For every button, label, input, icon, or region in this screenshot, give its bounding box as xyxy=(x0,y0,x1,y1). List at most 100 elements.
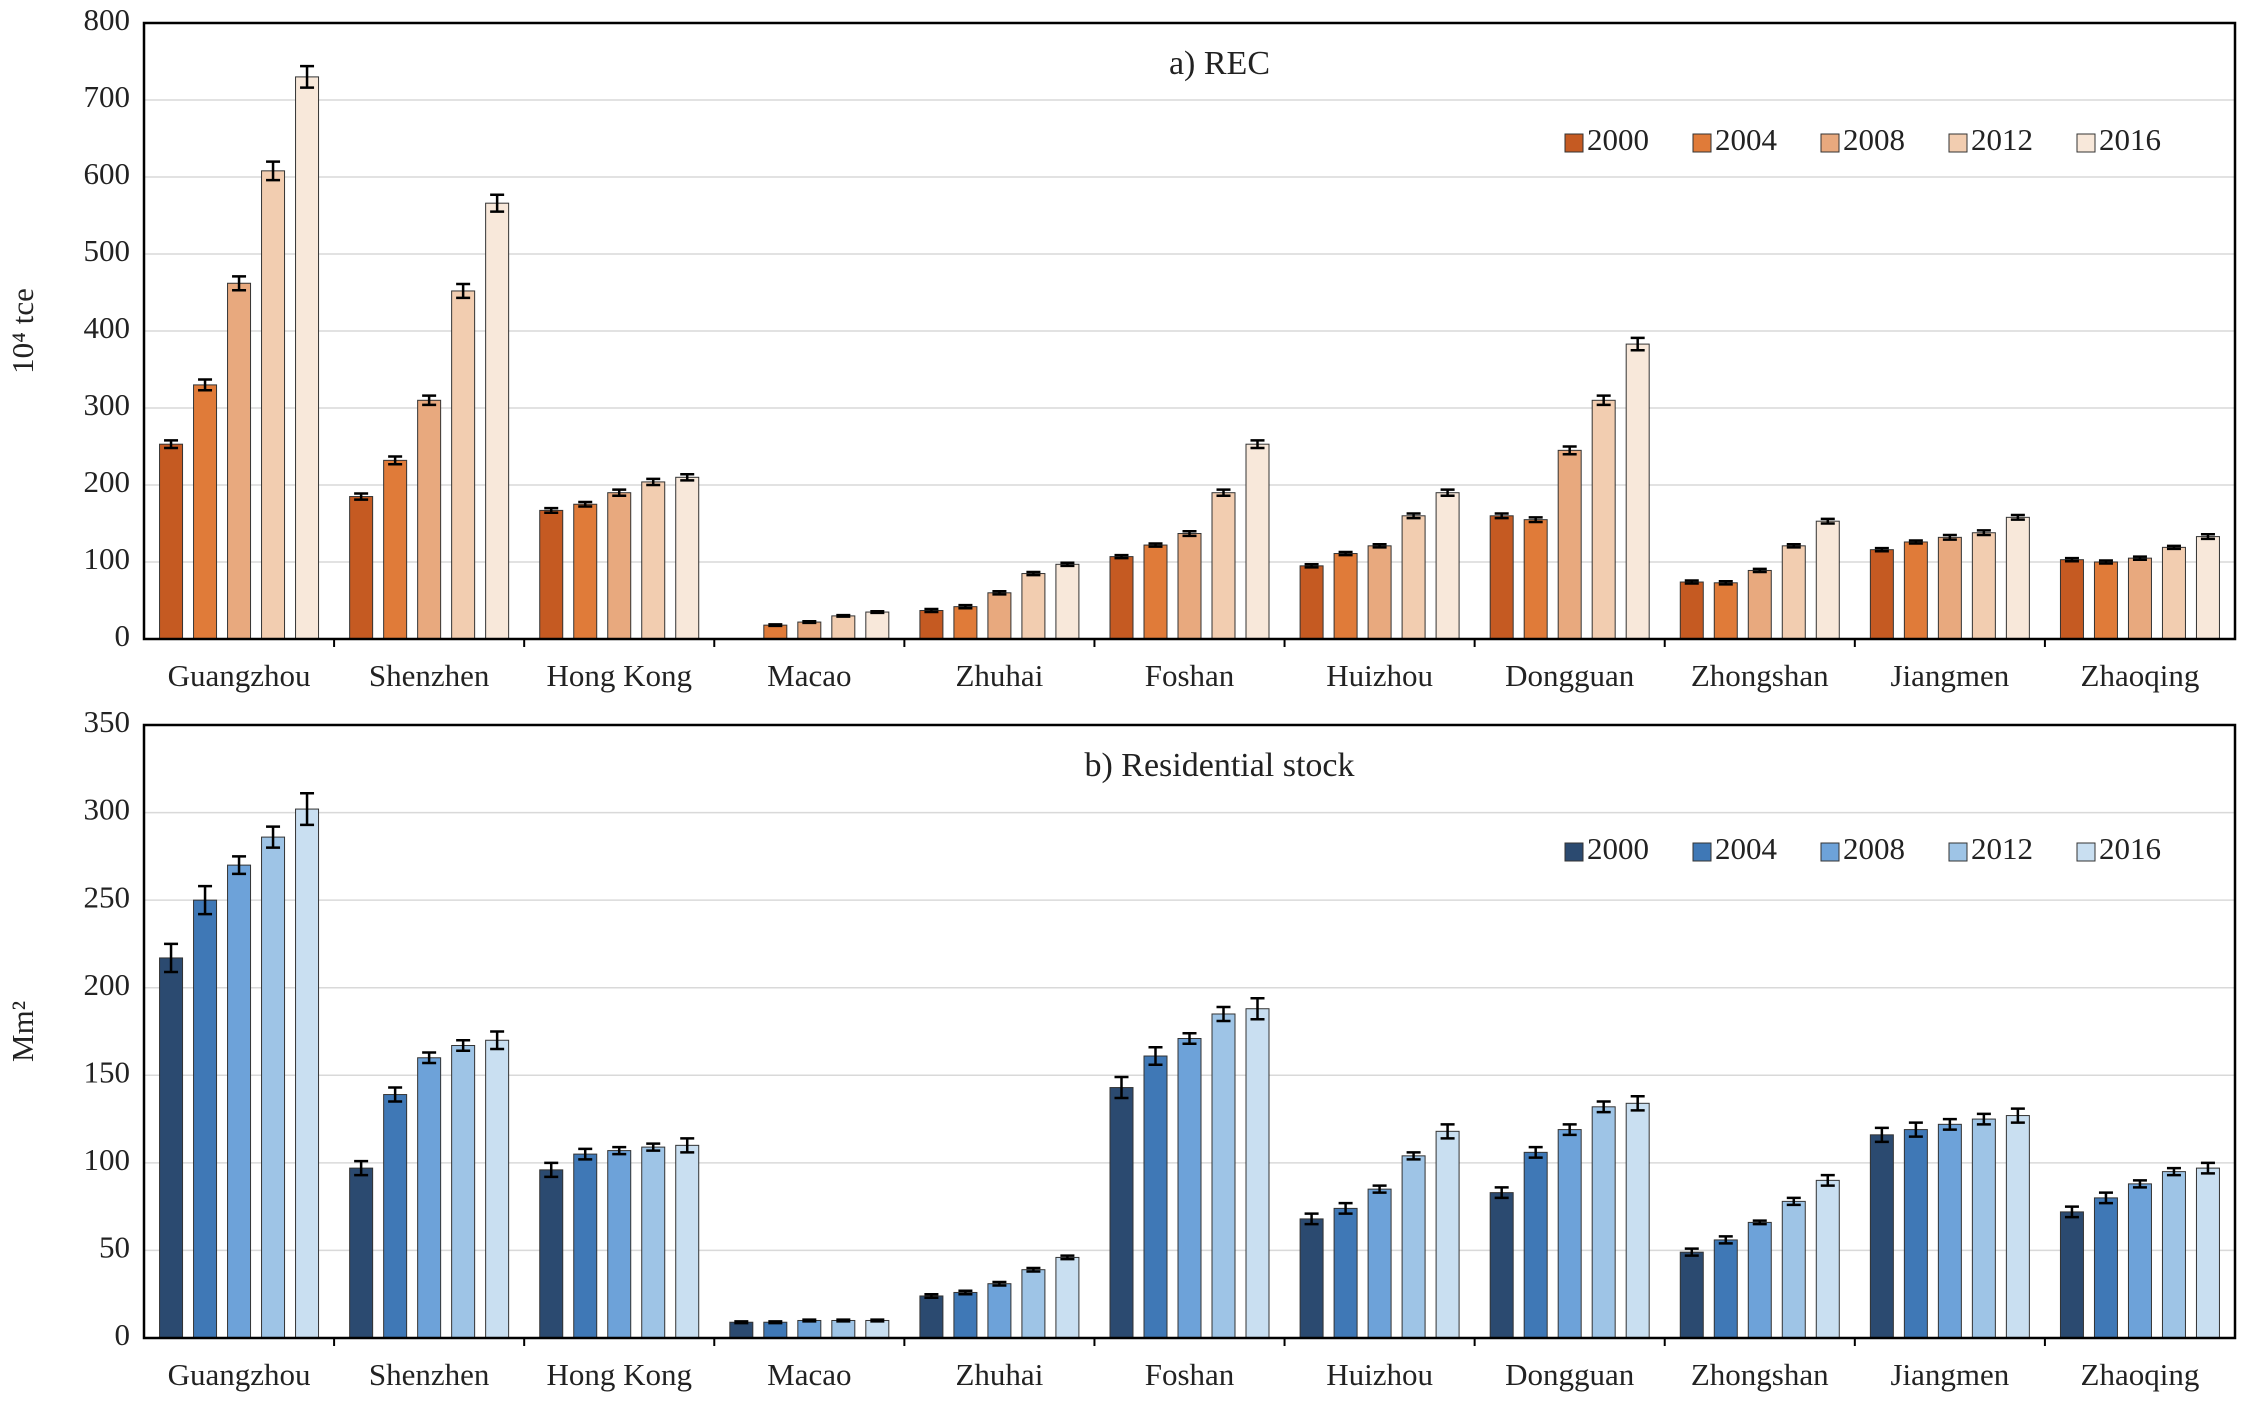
bar xyxy=(1523,519,1548,640)
error-bar xyxy=(1338,1201,1353,1215)
error-bar xyxy=(266,160,281,182)
bar xyxy=(159,443,184,640)
error-bar xyxy=(802,620,817,625)
bar xyxy=(1523,1151,1548,1339)
error-bar xyxy=(1304,563,1319,569)
error-bar xyxy=(768,623,783,628)
y-tick-label: 200 xyxy=(84,967,131,1002)
error-bar xyxy=(802,1318,817,1323)
bar xyxy=(1869,1134,1894,1339)
error-bar xyxy=(490,193,505,213)
bar xyxy=(1401,515,1426,640)
bar xyxy=(451,290,476,640)
error-bar xyxy=(1406,512,1421,520)
error-bar xyxy=(768,1320,783,1325)
chart-title: b) Residential stock xyxy=(1084,747,1354,784)
bar xyxy=(1557,449,1582,640)
error-bar xyxy=(164,942,179,974)
bar xyxy=(2195,536,2220,640)
error-bar xyxy=(836,613,851,618)
bar xyxy=(1591,399,1616,640)
bar xyxy=(1021,1269,1046,1339)
bar xyxy=(2195,1167,2220,1339)
bar xyxy=(987,1283,1012,1339)
error-bar xyxy=(1440,488,1455,498)
error-bar xyxy=(1182,1032,1197,1046)
error-bar xyxy=(680,1137,695,1154)
bar xyxy=(1971,1118,1996,1339)
bar xyxy=(1747,1221,1772,1339)
legend-swatch xyxy=(1820,842,1840,862)
bar xyxy=(1557,1129,1582,1339)
bar xyxy=(1937,536,1962,640)
x-tick-label: Hong Kong xyxy=(546,1357,692,1392)
error-bar xyxy=(992,1280,1007,1287)
error-bar xyxy=(1338,550,1353,557)
bar xyxy=(641,481,666,640)
x-tick-label: Zhuhai xyxy=(956,1357,1044,1392)
x-tick-label: Huizhou xyxy=(1326,658,1433,693)
error-bar xyxy=(2200,1161,2215,1175)
error-bar xyxy=(232,275,247,292)
y-tick-label: 700 xyxy=(84,79,131,114)
error-bar xyxy=(578,500,593,508)
bar xyxy=(1299,565,1324,640)
error-bar xyxy=(388,455,403,466)
bar xyxy=(1625,343,1650,640)
error-bar xyxy=(1908,539,1923,545)
error-bar xyxy=(198,884,213,916)
y-tick-label: 0 xyxy=(115,1317,131,1352)
legend-swatch xyxy=(1564,133,1584,153)
bar xyxy=(1781,545,1806,640)
bar xyxy=(1109,556,1134,640)
bar xyxy=(1401,1155,1426,1339)
y-tick-label: 500 xyxy=(84,233,131,268)
bar xyxy=(193,899,218,1339)
error-bar xyxy=(1718,1235,1733,1245)
error-bar xyxy=(1114,553,1129,560)
bar xyxy=(1177,533,1202,640)
error-bar xyxy=(422,394,437,407)
error-bar xyxy=(2166,1166,2181,1177)
y-tick-label: 100 xyxy=(84,541,131,576)
y-tick-label: 300 xyxy=(84,387,131,422)
error-bar xyxy=(1026,570,1041,577)
x-tick-label: Foshan xyxy=(1145,1357,1235,1392)
x-tick-label: Dongguan xyxy=(1505,658,1635,693)
error-bar xyxy=(1440,1123,1455,1140)
error-bar xyxy=(958,603,973,610)
error-bar xyxy=(1820,1173,1835,1187)
error-bar xyxy=(612,1145,627,1156)
bar xyxy=(2161,546,2186,640)
x-tick-label: Jiangmen xyxy=(1890,1357,2009,1392)
bar xyxy=(383,459,408,640)
bar xyxy=(2059,559,2084,640)
x-tick-label: Zhaoqing xyxy=(2081,658,2200,693)
bar xyxy=(417,399,442,640)
error-bar xyxy=(1372,543,1387,549)
bar xyxy=(383,1094,408,1339)
legend-label: 2016 xyxy=(2099,831,2161,866)
bar xyxy=(295,76,320,640)
y-tick-label: 350 xyxy=(84,704,131,739)
y-axis-label: 10⁴ tce xyxy=(5,288,40,374)
bar xyxy=(1591,1106,1616,1339)
bar xyxy=(1143,1055,1168,1339)
bar xyxy=(1299,1218,1324,1339)
bar xyxy=(1713,1239,1738,1339)
error-bar xyxy=(266,825,281,849)
error-bar xyxy=(1216,488,1231,498)
error-bar xyxy=(1596,394,1611,407)
error-bar xyxy=(1820,517,1835,525)
chart-title: a) REC xyxy=(1169,45,1270,82)
x-tick-label: Guangzhou xyxy=(168,1357,311,1392)
error-bar xyxy=(1786,543,1801,549)
bar xyxy=(1435,1130,1460,1339)
bar xyxy=(159,957,184,1339)
bar xyxy=(539,1169,564,1339)
error-bar xyxy=(2166,544,2181,551)
bar xyxy=(2059,1211,2084,1339)
bar xyxy=(227,864,252,1339)
bar xyxy=(193,384,218,640)
x-tick-label: Guangzhou xyxy=(168,658,311,693)
